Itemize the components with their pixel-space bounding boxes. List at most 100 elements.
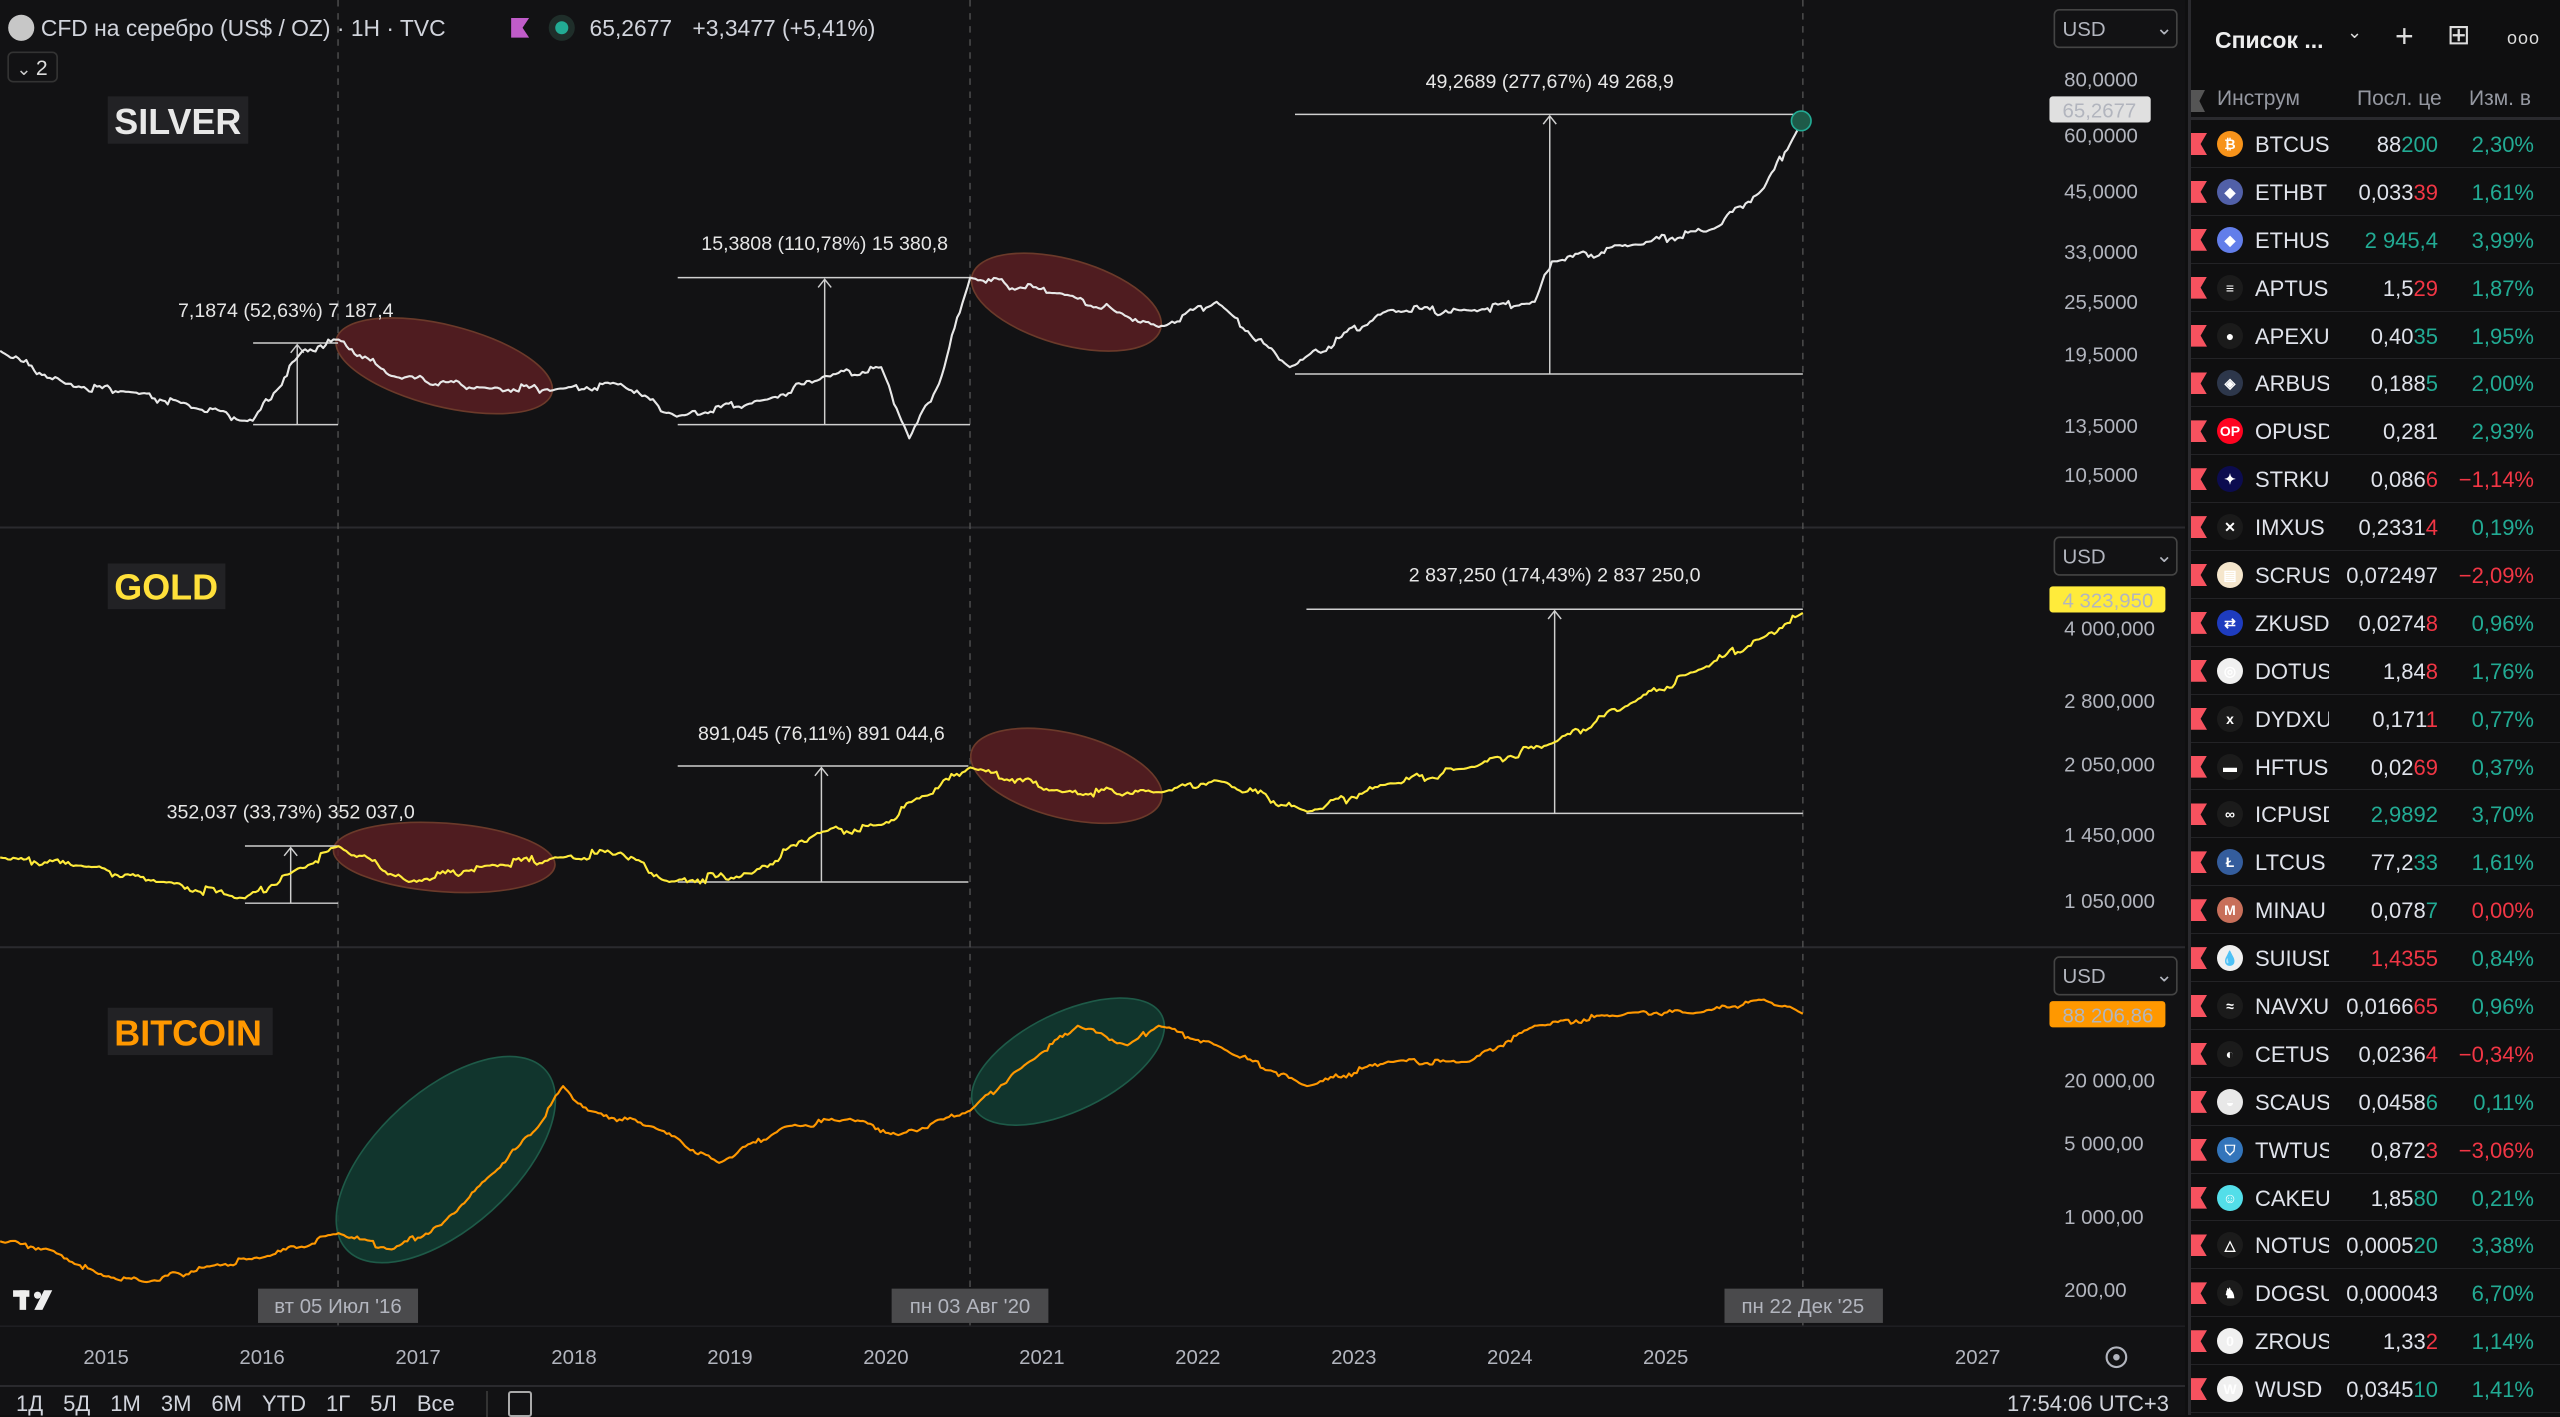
flag-marker-icon[interactable] xyxy=(2191,180,2207,203)
measure-tool[interactable] xyxy=(1306,608,1803,815)
settings-gear-icon[interactable] xyxy=(2105,1346,2128,1369)
flag-marker-icon[interactable] xyxy=(2191,1186,2207,1209)
flag-marker-icon[interactable] xyxy=(2191,133,2207,155)
measure-tool[interactable] xyxy=(1294,113,1803,375)
flag-marker-icon[interactable] xyxy=(2191,564,2207,587)
watchlist-row[interactable]: 0 ZROUS 1,332 1,14% xyxy=(2191,1317,2560,1366)
watchlist-row[interactable]: ⛉ TWTUS 0,8723 −3,06% xyxy=(2191,1126,2560,1174)
flag-marker-icon[interactable] xyxy=(2191,1138,2207,1161)
range-button[interactable]: Все xyxy=(416,1391,455,1416)
flag-marker-icon[interactable] xyxy=(2191,611,2207,634)
watchlist-row[interactable]: ▤ SCRUS 0,072497 −2,09% xyxy=(2191,551,2560,599)
flag-marker-icon[interactable] xyxy=(2191,803,2207,826)
watchlist-row[interactable]: x DYDXU 0,1711 0,77% xyxy=(2191,695,2560,743)
watchlist-row[interactable]: ◆ ETHBT 0,03339 1,61% xyxy=(2191,168,2560,216)
watchlist-row[interactable]: 💧 SUIUSD 1,4355 0,84% xyxy=(2191,934,2560,983)
flag-marker-icon[interactable] xyxy=(2191,372,2207,395)
gold-price-line[interactable] xyxy=(0,612,1804,900)
flag-icon[interactable] xyxy=(511,17,530,38)
range-button[interactable]: 1М xyxy=(110,1391,141,1416)
range-button[interactable]: 6М xyxy=(211,1391,242,1416)
add-symbol-icon[interactable]: + xyxy=(2395,18,2414,54)
watchlist-row[interactable]: ◈ ARBUS 0,1885 2,00% xyxy=(2191,359,2560,408)
flag-marker-icon[interactable] xyxy=(2191,468,2207,491)
watchlist-row[interactable]: M MINAU 0,0787 0,00% xyxy=(2191,886,2560,935)
watchlist-row[interactable]: ◐ CETUS 0,02364 −0,34% xyxy=(2191,1030,2560,1078)
column-header-change[interactable]: Изм. в xyxy=(2469,86,2531,110)
watchlist-row[interactable]: ≈ NAVXU 0,016665 0,96% xyxy=(2191,982,2560,1030)
column-header-symbol[interactable]: Инструм xyxy=(2217,86,2300,110)
flag-marker-icon[interactable] xyxy=(2191,1234,2207,1257)
flag-marker-icon[interactable] xyxy=(2191,659,2207,682)
silver-price-line[interactable] xyxy=(0,119,1804,440)
highlight-ellipse-red[interactable] xyxy=(331,815,557,899)
last-point-marker[interactable] xyxy=(1790,110,1812,132)
highlight-ellipse-green[interactable] xyxy=(953,972,1184,1152)
measure-tool[interactable] xyxy=(677,765,969,883)
range-button[interactable]: 3М xyxy=(160,1391,192,1416)
flag-marker-icon[interactable] xyxy=(2191,420,2207,443)
flag-marker-icon[interactable] xyxy=(2191,707,2207,730)
watchlist-row[interactable]: ♞ DOGSU 0,000043 6,70% xyxy=(2191,1269,2560,1318)
watchlist-row[interactable]: ⇄ ZKUSD 0,02748 0,96% xyxy=(2191,599,2560,647)
chart-canvas[interactable]: 7,1874 (52,63%) 7 187,4 15,3808 (110,78%… xyxy=(0,0,2185,1385)
flag-marker-icon[interactable] xyxy=(2191,1042,2207,1065)
flag-marker-icon[interactable] xyxy=(2191,995,2207,1018)
range-button[interactable]: 5Д xyxy=(63,1391,91,1416)
flag-marker-icon[interactable] xyxy=(2191,1330,2207,1353)
symbol-legend[interactable]: CFD на серебро (US$ / OZ) · 1H · TVC 65,… xyxy=(8,14,875,41)
flag-marker-icon[interactable] xyxy=(2191,755,2207,778)
measure-tool[interactable] xyxy=(677,276,971,426)
watchlist-row[interactable]: OP OPUSD 0,281 2,93% xyxy=(2191,407,2560,456)
more-options-icon[interactable]: ooo xyxy=(2507,28,2541,48)
watchlist-row[interactable]: W WUSD 0,034510 1,41% xyxy=(2191,1365,2560,1414)
collapse-indicators-button[interactable]: ⌄ 2 xyxy=(7,51,58,83)
bitcoin-price-line[interactable] xyxy=(0,998,1804,1284)
measure-tool[interactable] xyxy=(244,845,339,904)
flag-marker-icon[interactable] xyxy=(2191,324,2207,347)
flag-marker-icon[interactable] xyxy=(2191,516,2207,539)
highlight-ellipse-green[interactable] xyxy=(300,1019,591,1300)
range-button[interactable]: 1Г xyxy=(325,1391,351,1416)
flag-column-icon[interactable] xyxy=(2191,90,2205,112)
currency-select[interactable]: USD ⌄ xyxy=(2053,8,2178,49)
tradingview-logo[interactable] xyxy=(13,1290,53,1310)
measure-tool[interactable] xyxy=(253,342,339,426)
flag-marker-icon[interactable] xyxy=(2191,276,2207,299)
flag-marker-icon[interactable] xyxy=(2191,228,2207,251)
watchlist-row[interactable]: ▬ HFTUS 0,0269 0,37% xyxy=(2191,743,2560,791)
watchlist-row[interactable]: ☺ CAKEU 1,8580 0,21% xyxy=(2191,1174,2560,1222)
flag-marker-icon[interactable] xyxy=(2191,1378,2207,1401)
flag-marker-icon[interactable] xyxy=(2191,1090,2207,1113)
flag-marker-icon[interactable] xyxy=(2191,851,2207,874)
table-view-icon[interactable]: ⊞ xyxy=(2447,19,2471,50)
watchlist-row[interactable]: ◆ ETHUS 2 945,4 3,99% xyxy=(2191,216,2560,264)
watchlist-row[interactable]: ✕ IMXUS 0,23314 0,19% xyxy=(2191,503,2560,552)
watchlist-row[interactable]: ✦ STRKU 0,0866 −1,14% xyxy=(2191,455,2560,504)
range-button[interactable]: 1Д xyxy=(16,1391,44,1416)
flag-marker-icon[interactable] xyxy=(2191,947,2207,970)
watchlist-row[interactable]: ∞ ICPUSD 2,9892 3,70% xyxy=(2191,790,2560,839)
column-header-last-price[interactable]: Посл. це xyxy=(2357,86,2442,110)
range-button[interactable]: 5Л xyxy=(370,1391,397,1416)
chevron-down-icon[interactable]: ⌄ xyxy=(2347,22,2363,42)
watchlist-row[interactable]: ≡ APTUS 1,529 1,87% xyxy=(2191,264,2560,312)
watchlist-row[interactable]: Ł LTCUS 77,233 1,61% xyxy=(2191,838,2560,887)
flag-marker-icon[interactable] xyxy=(2191,899,2207,922)
clock[interactable]: 17:54:06 UTC+3 xyxy=(2006,1391,2169,1416)
last-price: 88200 xyxy=(2377,132,2438,158)
calendar-icon[interactable] xyxy=(508,1391,532,1417)
watchlist-title[interactable]: Список ... xyxy=(2215,26,2324,53)
watchlist-row[interactable]: ₿ BTCUS 88200 2,30% xyxy=(2191,120,2560,168)
highlight-ellipse-red[interactable] xyxy=(960,234,1172,370)
watchlist-row[interactable]: ● APEXU 0,4035 1,95% xyxy=(2191,312,2560,360)
highlight-ellipse-red[interactable] xyxy=(961,711,1172,841)
range-button[interactable]: YTD xyxy=(261,1391,306,1416)
currency-select[interactable]: USD ⌄ xyxy=(2053,536,2178,576)
watchlist-row[interactable]: ◒ SCAUS 0,04586 0,11% xyxy=(2191,1078,2560,1126)
watchlist-row[interactable]: △ NOTUS 0,000520 3,38% xyxy=(2191,1221,2560,1270)
chart-area[interactable]: 7,1874 (52,63%) 7 187,4 15,3808 (110,78%… xyxy=(0,0,2185,1385)
watchlist-row[interactable]: ◎ DOTUS 1,848 1,76% xyxy=(2191,647,2560,695)
flag-marker-icon[interactable] xyxy=(2191,1282,2207,1305)
currency-select[interactable]: USD ⌄ xyxy=(2053,956,2178,996)
